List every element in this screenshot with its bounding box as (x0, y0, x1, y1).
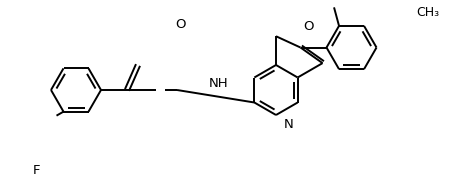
Text: CH₃: CH₃ (416, 5, 439, 18)
Text: N: N (284, 119, 294, 132)
Text: F: F (32, 163, 40, 176)
Text: O: O (176, 18, 186, 31)
Text: NH: NH (209, 77, 229, 90)
Text: O: O (304, 20, 314, 33)
